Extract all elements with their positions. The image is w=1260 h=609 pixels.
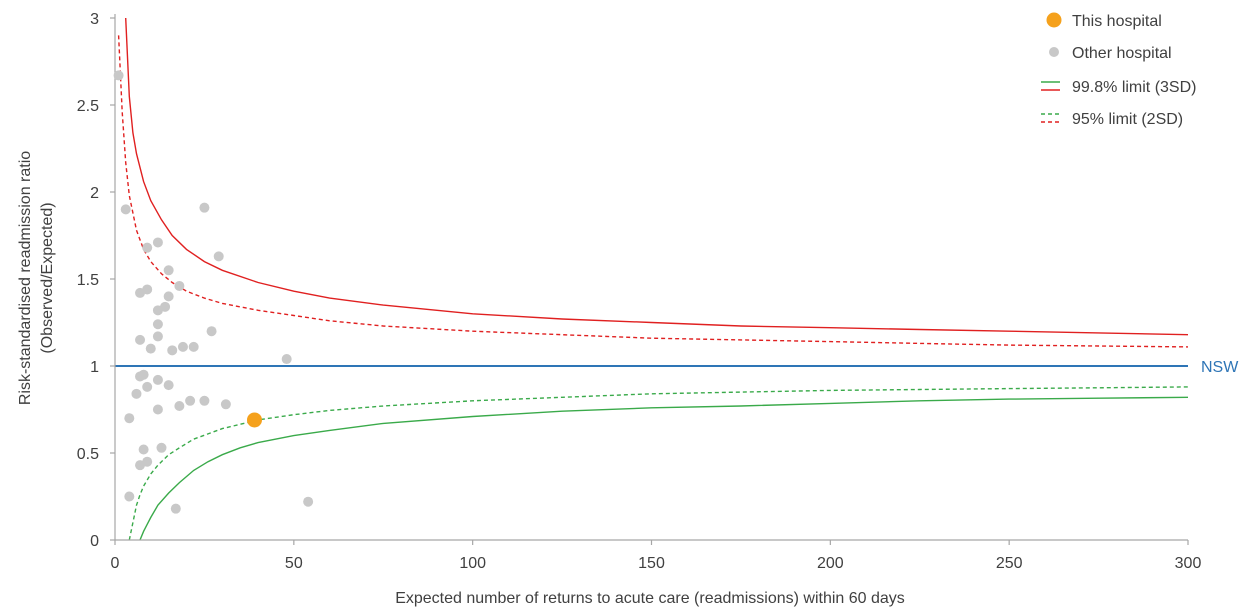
other-hospital-point bbox=[152, 331, 163, 342]
x-tick-label: 150 bbox=[638, 555, 665, 572]
other-hospital-point bbox=[152, 237, 163, 248]
y-axis-label-line-1: Risk-standardised readmission ratio bbox=[17, 151, 34, 405]
x-tick-label: 50 bbox=[285, 555, 303, 572]
other-hospital-point bbox=[135, 334, 146, 345]
limit-line-lower-limit3 bbox=[139, 396, 1188, 540]
other-hospital-point bbox=[113, 70, 124, 81]
other-hospital-point bbox=[177, 341, 188, 352]
legend-label-limit2: 95% limit (2SD) bbox=[1072, 111, 1183, 128]
limit-line-upper-limit2 bbox=[117, 35, 1188, 348]
x-tick-label: 100 bbox=[459, 555, 486, 572]
y-tick-label: 1.5 bbox=[77, 272, 99, 289]
legend-other-hospital-marker bbox=[1049, 47, 1059, 57]
other-hospital-point bbox=[142, 381, 153, 392]
other-hospital-point bbox=[138, 444, 149, 455]
other-hospital-point bbox=[199, 202, 210, 213]
other-hospital-point bbox=[124, 491, 135, 502]
legend: This hospital Other hospital 99.8% limit (… bbox=[1041, 12, 1196, 128]
legend-label-this: This hospital bbox=[1072, 13, 1162, 30]
other-hospital-point bbox=[170, 503, 181, 514]
other-hospital-point bbox=[281, 354, 292, 365]
y-tick-label: 3 bbox=[90, 11, 99, 28]
other-hospital-point bbox=[142, 284, 153, 295]
other-hospital-point bbox=[213, 251, 224, 262]
other-hospital-point bbox=[152, 319, 163, 330]
other-hospital-point bbox=[199, 395, 210, 406]
other-hospital-point bbox=[152, 404, 163, 415]
other-hospital-point bbox=[185, 395, 196, 406]
this-hospital-point bbox=[246, 412, 262, 428]
legend-label-other: Other hospital bbox=[1072, 45, 1172, 62]
y-tick-label: 1 bbox=[90, 359, 99, 376]
other-hospital-point bbox=[131, 388, 142, 399]
x-axis-label: Expected number of returns to acute care… bbox=[395, 590, 905, 607]
other-hospital-point bbox=[188, 341, 199, 352]
other-hospital-point bbox=[163, 291, 174, 302]
data-points bbox=[113, 70, 314, 514]
limit-line-upper-limit3 bbox=[125, 18, 1188, 336]
y-tick-label: 2 bbox=[90, 185, 99, 202]
limit-lines bbox=[117, 18, 1188, 540]
other-hospital-point bbox=[174, 280, 185, 291]
other-hospital-point bbox=[142, 456, 153, 467]
other-hospital-point bbox=[174, 401, 185, 412]
other-hospital-point bbox=[124, 413, 135, 424]
y-tick-label: 0.5 bbox=[77, 446, 99, 463]
other-hospital-point bbox=[206, 326, 217, 337]
other-hospital-point bbox=[152, 374, 163, 385]
other-hospital-point bbox=[120, 204, 131, 215]
x-tick-label: 0 bbox=[111, 555, 120, 572]
other-hospital-point bbox=[167, 345, 178, 356]
reference-line-label: NSW bbox=[1201, 359, 1239, 376]
y-tick-label: 2.5 bbox=[77, 98, 99, 115]
axis-labels: Expected number of returns to acute care… bbox=[17, 151, 905, 607]
other-hospital-point bbox=[145, 343, 156, 354]
other-hospital-point bbox=[303, 496, 314, 507]
y-axis-label-line-2: (Observed/Expected) bbox=[39, 202, 56, 353]
legend-this-hospital-marker bbox=[1046, 12, 1062, 28]
legend-label-limit3: 99.8% limit (3SD) bbox=[1072, 79, 1196, 96]
other-hospital-point bbox=[142, 242, 153, 253]
other-hospital-point bbox=[163, 380, 174, 391]
limit-line-lower-limit2 bbox=[128, 386, 1188, 540]
x-tick-label: 300 bbox=[1175, 555, 1202, 572]
other-hospital-point bbox=[160, 301, 171, 312]
other-hospital-point bbox=[156, 442, 167, 453]
x-tick-label: 250 bbox=[996, 555, 1023, 572]
other-hospital-point bbox=[163, 265, 174, 276]
x-tick-label: 200 bbox=[817, 555, 844, 572]
reference-line-group: NSW bbox=[115, 359, 1239, 376]
other-hospital-point bbox=[220, 399, 231, 410]
other-hospital-point bbox=[138, 369, 149, 380]
y-tick-label: 0 bbox=[90, 533, 99, 550]
axes: 0 50 100 150 200 250 300 0 0.5 1 1.5 2 2.5 3 bbox=[77, 11, 1202, 572]
